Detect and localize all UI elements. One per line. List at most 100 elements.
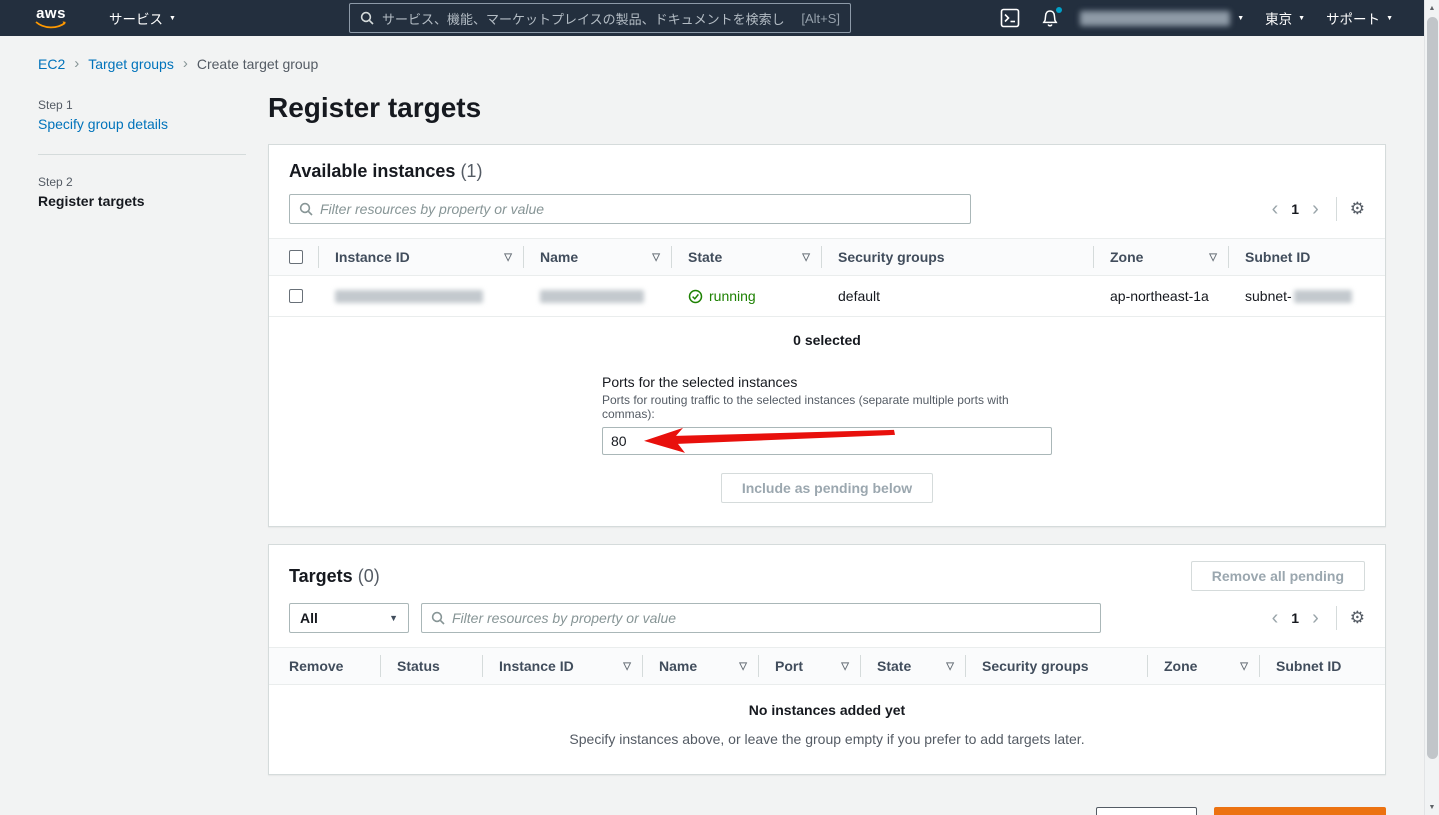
targets-panel: Targets (0) Remove all pending All ▼ Fil… <box>268 544 1386 775</box>
step1-specify-group-details-link[interactable]: Specify group details <box>38 116 168 132</box>
wizard-footer: 0 pending Cancel Previous Create target … <box>268 807 1386 815</box>
steps-sidebar: Step 1 Specify group details Step 2 Regi… <box>38 98 268 815</box>
next-page-icon[interactable]: › <box>1312 607 1319 629</box>
region-menu[interactable]: 東京 ▼ <box>1265 12 1306 27</box>
column-header-instance-id[interactable]: Instance ID ▽ <box>319 246 524 268</box>
ports-help-text: Ports for routing traffic to the selecte… <box>602 393 1009 421</box>
breadcrumb-target-groups[interactable]: Target groups <box>88 55 174 72</box>
previous-page-icon[interactable]: ‹ <box>1271 607 1279 629</box>
global-search-input[interactable]: サービス、機能、マーケットプレイスの製品、ドキュメントを検索し [Alt+S] <box>349 3 851 33</box>
page-number: 1 <box>1291 201 1300 217</box>
sort-icon: ▽ <box>1209 251 1217 263</box>
table-header-row: Instance ID ▽ Name ▽ State ▽ Security group… <box>269 238 1385 276</box>
instance-id-redacted <box>335 289 483 303</box>
account-menu[interactable]: ▼ <box>1080 10 1245 26</box>
column-header-port[interactable]: Port ▽ <box>759 655 861 677</box>
available-filter-input[interactable]: Filter resources by property or value <box>289 194 971 224</box>
topbar-right-group: ▼ 東京 ▼ サポート ▼ <box>1000 0 1393 36</box>
instance-table-row: running default ap-northeast-1a subnet- <box>269 276 1385 317</box>
aws-logo-text: aws <box>36 5 66 22</box>
sort-icon: ▽ <box>623 660 631 672</box>
remove-all-pending-button[interactable]: Remove all pending <box>1190 561 1365 591</box>
sort-icon: ▽ <box>841 660 849 672</box>
sort-icon: ▽ <box>946 660 954 672</box>
targets-filter-dropdown[interactable]: All ▼ <box>289 603 409 633</box>
breadcrumb: EC2 › Target groups › Create target grou… <box>38 55 1439 72</box>
support-menu[interactable]: サポート ▼ <box>1326 12 1393 27</box>
column-header-name[interactable]: Name ▽ <box>643 655 759 677</box>
subnet-cell: subnet- <box>1229 288 1385 304</box>
column-header-zone[interactable]: Zone ▽ <box>1094 246 1229 268</box>
chevron-down-icon: ▼ <box>1298 14 1306 22</box>
ports-label: Ports for the selected instances <box>602 374 798 390</box>
create-target-group-button[interactable]: Create target group <box>1214 807 1386 815</box>
column-header-status: Status <box>381 655 483 677</box>
targets-filter-input[interactable]: Filter resources by property or value <box>421 603 1101 633</box>
select-all-checkbox[interactable] <box>289 250 303 264</box>
sort-icon: ▽ <box>504 251 512 263</box>
include-as-pending-button[interactable]: Include as pending below <box>720 473 934 503</box>
gear-icon[interactable]: ⚙ <box>1349 199 1365 218</box>
column-header-subnet-id: Subnet ID <box>1245 249 1311 265</box>
subnet-id-redacted <box>1293 289 1352 303</box>
next-page-icon[interactable]: › <box>1312 198 1319 220</box>
column-header-security-groups: Security groups <box>822 246 1094 268</box>
column-header-remove: Remove <box>269 655 381 677</box>
chevron-down-icon: ▼ <box>389 613 398 623</box>
previous-button[interactable]: Previous <box>1095 807 1198 815</box>
targets-pagination: ‹ 1 › ⚙ <box>1268 606 1365 630</box>
targets-title: Targets (0) <box>289 565 380 586</box>
search-icon <box>360 11 374 25</box>
search-placeholder: サービス、機能、マーケットプレイスの製品、ドキュメントを検索し <box>382 11 785 27</box>
scroll-down-icon[interactable]: ▼ <box>1428 803 1436 811</box>
cloudshell-icon[interactable] <box>1000 8 1020 28</box>
column-header-name[interactable]: Name ▽ <box>524 246 672 268</box>
step-1: Step 1 Specify group details <box>38 98 168 132</box>
notification-dot <box>1056 6 1063 13</box>
page-title: Register targets <box>268 92 482 123</box>
targets-empty-state: No instances added yet Specify instances… <box>269 685 1385 774</box>
chevron-down-icon: ▼ <box>1237 14 1245 22</box>
state-running-badge: running <box>688 288 756 304</box>
gear-icon[interactable]: ⚙ <box>1349 608 1365 627</box>
breadcrumb-separator: › <box>182 55 188 72</box>
column-header-zone[interactable]: Zone ▽ <box>1148 655 1260 677</box>
search-icon <box>431 611 445 625</box>
empty-state-subtitle: Specify instances above, or leave the gr… <box>569 731 1085 747</box>
ports-section: Ports for the selected instances Ports f… <box>602 374 1052 455</box>
previous-page-icon[interactable]: ‹ <box>1271 198 1279 220</box>
sort-icon: ▽ <box>802 251 810 263</box>
instance-name-redacted <box>540 289 644 303</box>
vertical-scrollbar[interactable]: ▲ ▼ <box>1424 0 1439 815</box>
security-group-cell: default <box>838 288 881 304</box>
breadcrumb-separator: › <box>74 55 80 72</box>
scroll-up-icon[interactable]: ▲ <box>1428 4 1436 12</box>
zone-cell: ap-northeast-1a <box>1110 288 1209 304</box>
table-header-row: Remove Status Instance ID ▽ Name ▽ Port ▽ S… <box>269 647 1385 685</box>
step-2: Step 2 Register targets <box>38 175 268 209</box>
column-header-subnet-id: Subnet ID <box>1276 658 1342 674</box>
divider <box>1335 606 1337 630</box>
aws-logo[interactable]: aws <box>35 5 67 29</box>
top-nav-bar: aws サービス ▼ サービス、機能、マーケットプレイスの製品、ドキュメントを検… <box>0 0 1439 36</box>
sort-icon: ▽ <box>739 660 747 672</box>
breadcrumb-ec2[interactable]: EC2 <box>38 55 66 72</box>
selected-count-text: 0 selected <box>793 332 861 348</box>
column-header-state[interactable]: State ▽ <box>672 246 822 268</box>
available-instances-table: Instance ID ▽ Name ▽ State ▽ Security group… <box>269 238 1385 317</box>
column-header-state[interactable]: State ▽ <box>861 655 966 677</box>
notifications-bell-icon[interactable] <box>1041 6 1063 28</box>
page-number: 1 <box>1291 610 1300 626</box>
account-name-redacted <box>1080 10 1231 26</box>
row-checkbox[interactable] <box>289 289 303 303</box>
ports-input[interactable] <box>602 427 1052 455</box>
search-shortcut-hint: [Alt+S] <box>801 10 840 26</box>
aws-smile-icon <box>35 21 66 29</box>
column-header-instance-id[interactable]: Instance ID ▽ <box>483 655 643 677</box>
scrollbar-thumb[interactable] <box>1427 17 1438 759</box>
breadcrumb-current: Create target group <box>196 55 319 72</box>
targets-table: Remove Status Instance ID ▽ Name ▽ Port ▽ S… <box>269 647 1385 685</box>
available-instances-count: (1) <box>460 161 483 181</box>
services-menu[interactable]: サービス ▼ <box>109 12 176 27</box>
chevron-down-icon: ▼ <box>169 14 176 22</box>
